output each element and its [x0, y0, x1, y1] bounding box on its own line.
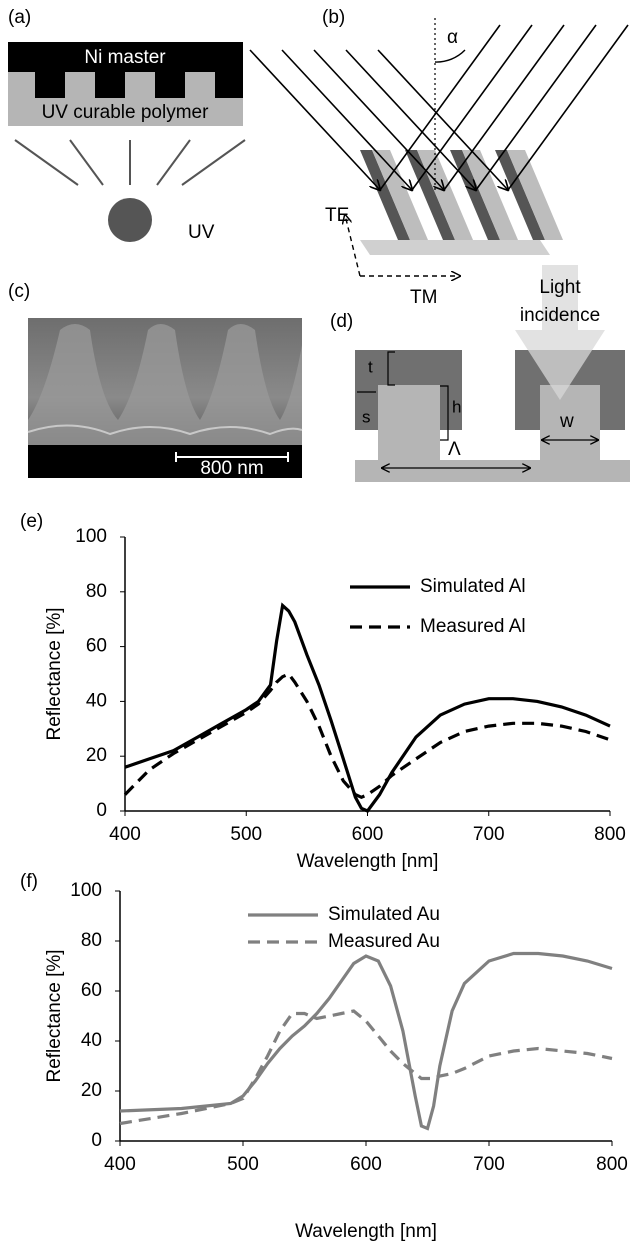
x-tick-label: 400: [109, 824, 141, 845]
legend-label: Measured Au: [328, 931, 440, 952]
y-axis-label: Reflectance [%]: [44, 607, 65, 740]
uv-rays: [14, 139, 246, 186]
legend-label: Measured Al: [420, 616, 526, 637]
y-tick-label: 20: [81, 1080, 102, 1101]
legend-label: Simulated Au: [328, 904, 440, 925]
s-label: s: [362, 407, 371, 426]
panel-a: (a) Ni master UV curable polymer UV: [8, 7, 246, 243]
y-tick-label: 60: [81, 980, 102, 1001]
y-tick-label: 40: [81, 1030, 102, 1051]
y-tick-label: 0: [96, 800, 107, 821]
y-tick-label: 40: [86, 690, 107, 711]
light-arrow: [515, 265, 605, 400]
panel-label: (d): [330, 311, 353, 332]
x-tick-label: 700: [473, 1154, 505, 1175]
incident-ray: [281, 49, 412, 190]
light-label: incidence: [520, 305, 600, 326]
y-tick-label: 0: [91, 1130, 102, 1151]
scale-label: 800 nm: [200, 458, 263, 479]
x-tick-label: 800: [596, 1154, 628, 1175]
reflected-ray: [411, 24, 533, 191]
y-axis-label: Reflectance [%]: [44, 949, 65, 1082]
reflected-ray: [475, 24, 597, 191]
master-label: Ni master: [84, 47, 166, 68]
panel-label: (b): [322, 7, 345, 28]
substrate: [360, 240, 550, 255]
grating-bar-top: [417, 150, 473, 240]
incident-ray: [377, 49, 508, 190]
grating-bar-side: [495, 150, 545, 240]
uv-label: UV: [188, 222, 215, 243]
grating-bar-top: [462, 150, 518, 240]
light-label: Light: [539, 277, 581, 298]
reflected-ray: [443, 24, 565, 191]
grating: [360, 150, 563, 240]
incident-ray: [249, 49, 380, 190]
panel-d: (d) Light incidence t s h w Λ: [330, 265, 630, 482]
x-tick-label: 600: [352, 824, 384, 845]
reflected-ray: [379, 24, 501, 191]
x-tick-label: 800: [594, 824, 626, 845]
data-line: [124, 602, 611, 813]
panel-label: (c): [8, 281, 30, 302]
grating-bar-side: [450, 150, 500, 240]
polymer-label: UV curable polymer: [42, 102, 210, 123]
metal-cap: [355, 350, 462, 430]
panel-c: (c) 800 nm: [8, 281, 303, 479]
x-tick-label: 400: [104, 1154, 136, 1175]
data-line: [119, 951, 613, 1131]
x-tick-label: 700: [473, 824, 505, 845]
x-axis-label: Wavelength [nm]: [297, 851, 439, 872]
pillar: [378, 385, 440, 465]
y-tick-label: 100: [70, 880, 102, 901]
ni-master: [8, 42, 243, 98]
scale-bar: [175, 452, 289, 462]
w-label: w: [559, 411, 574, 432]
angle-arc: [434, 49, 466, 63]
grating-bar-side: [360, 150, 410, 240]
te-label: TE: [325, 205, 349, 226]
light-rays: [249, 24, 629, 191]
incident-ray: [313, 49, 444, 190]
sem-ridges: [28, 324, 302, 445]
h-label: h: [452, 397, 461, 416]
sem-info-bar: [28, 445, 302, 478]
panel-label: (a): [8, 7, 31, 28]
t-label: t: [368, 357, 373, 376]
y-tick-label: 80: [81, 930, 102, 951]
sem-edge: [27, 424, 303, 436]
reflected-ray: [507, 24, 629, 191]
y-tick-label: 20: [86, 745, 107, 766]
chart-title: (e): [20, 511, 43, 532]
x-tick-label: 500: [227, 1154, 259, 1175]
h-bracket: [440, 385, 449, 441]
x-axis-label: Wavelength [nm]: [295, 1221, 437, 1242]
y-tick-label: 80: [86, 581, 107, 602]
grating-bar-top: [372, 150, 428, 240]
x-tick-label: 600: [350, 1154, 382, 1175]
panel-b: (b) α TE TM: [249, 7, 629, 308]
t-bracket: [387, 351, 395, 386]
tm-label: TM: [410, 287, 437, 308]
period-label: Λ: [448, 439, 461, 460]
te-arrow: [345, 215, 361, 277]
uv-source: [108, 198, 152, 242]
y-tick-label: 60: [86, 636, 107, 657]
grating-bar-side: [405, 150, 455, 240]
y-tick-label: 100: [75, 526, 107, 547]
incident-ray: [345, 49, 476, 190]
angle-label: α: [447, 27, 458, 48]
data-line: [123, 672, 611, 800]
legend-label: Simulated Al: [420, 576, 526, 597]
x-tick-label: 500: [230, 824, 262, 845]
pillar: [540, 385, 600, 465]
chart-title: (f): [20, 871, 38, 892]
